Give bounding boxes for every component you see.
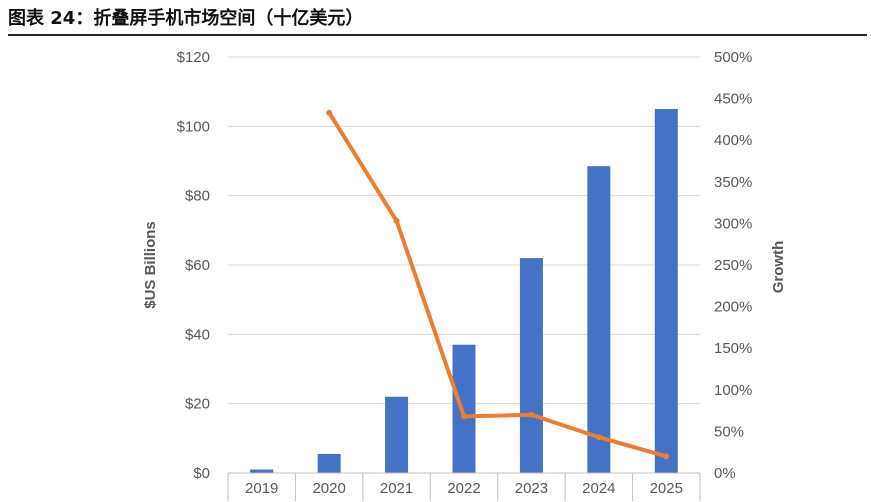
- y-tick-label: $20: [185, 396, 210, 413]
- growth-point: [393, 217, 400, 224]
- growth-line-group: [326, 109, 670, 460]
- y2-tick-label: 250%: [714, 257, 752, 274]
- x-tick-label: 2021: [380, 480, 413, 497]
- y2-tick-label: 300%: [714, 215, 752, 232]
- y2-tick-label: 50%: [714, 423, 744, 440]
- x-tick-label: 2022: [447, 480, 480, 497]
- y-tick-label: $100: [177, 118, 210, 135]
- bars: [250, 109, 678, 473]
- x-tick-label: 2020: [312, 480, 345, 497]
- growth-point: [528, 411, 535, 418]
- bar: [452, 344, 476, 473]
- x-tick-label: 2019: [245, 480, 278, 497]
- growth-point: [461, 413, 467, 420]
- growth-line: [327, 110, 669, 459]
- y-tick-label: $40: [185, 326, 210, 343]
- y-tick-label: $80: [185, 188, 210, 205]
- y-tick-label: $0: [193, 465, 210, 482]
- growth-point: [663, 453, 670, 460]
- y2-tick-label: 0%: [714, 465, 736, 482]
- bar: [250, 469, 274, 473]
- y2-tick-label: 450%: [714, 91, 752, 108]
- y-tick-label: $60: [185, 257, 210, 274]
- growth-point: [595, 434, 602, 441]
- bar: [587, 166, 611, 473]
- y-axis-title: $US Billions: [142, 221, 159, 309]
- y2-axis-title: Growth: [770, 241, 787, 294]
- y2-tick-label: 100%: [714, 382, 752, 399]
- y2-tick-label: 350%: [714, 174, 752, 191]
- bar: [654, 109, 678, 473]
- figure-title: 图表 24：折叠屏手机市场空间（十亿美元）: [8, 8, 364, 29]
- axes: $0 $20 $40 $60 $80 $100 $120 0% 50% 100% 150% 200% 2…: [177, 49, 752, 501]
- y-tick-label: $120: [177, 49, 210, 66]
- y2-tick-label: 500%: [714, 49, 752, 66]
- y2-tick-label: 200%: [714, 299, 752, 316]
- title-rule: [8, 34, 867, 36]
- x-tick-label: 2025: [650, 480, 683, 497]
- y2-tick-label: 150%: [714, 340, 752, 357]
- y2-tick-label: 400%: [714, 132, 752, 149]
- bar: [317, 453, 341, 473]
- bar: [519, 258, 543, 473]
- x-tick-label: 2023: [515, 480, 548, 497]
- x-tick-label: 2024: [582, 480, 615, 497]
- growth-point: [326, 109, 333, 116]
- bar: [385, 396, 409, 473]
